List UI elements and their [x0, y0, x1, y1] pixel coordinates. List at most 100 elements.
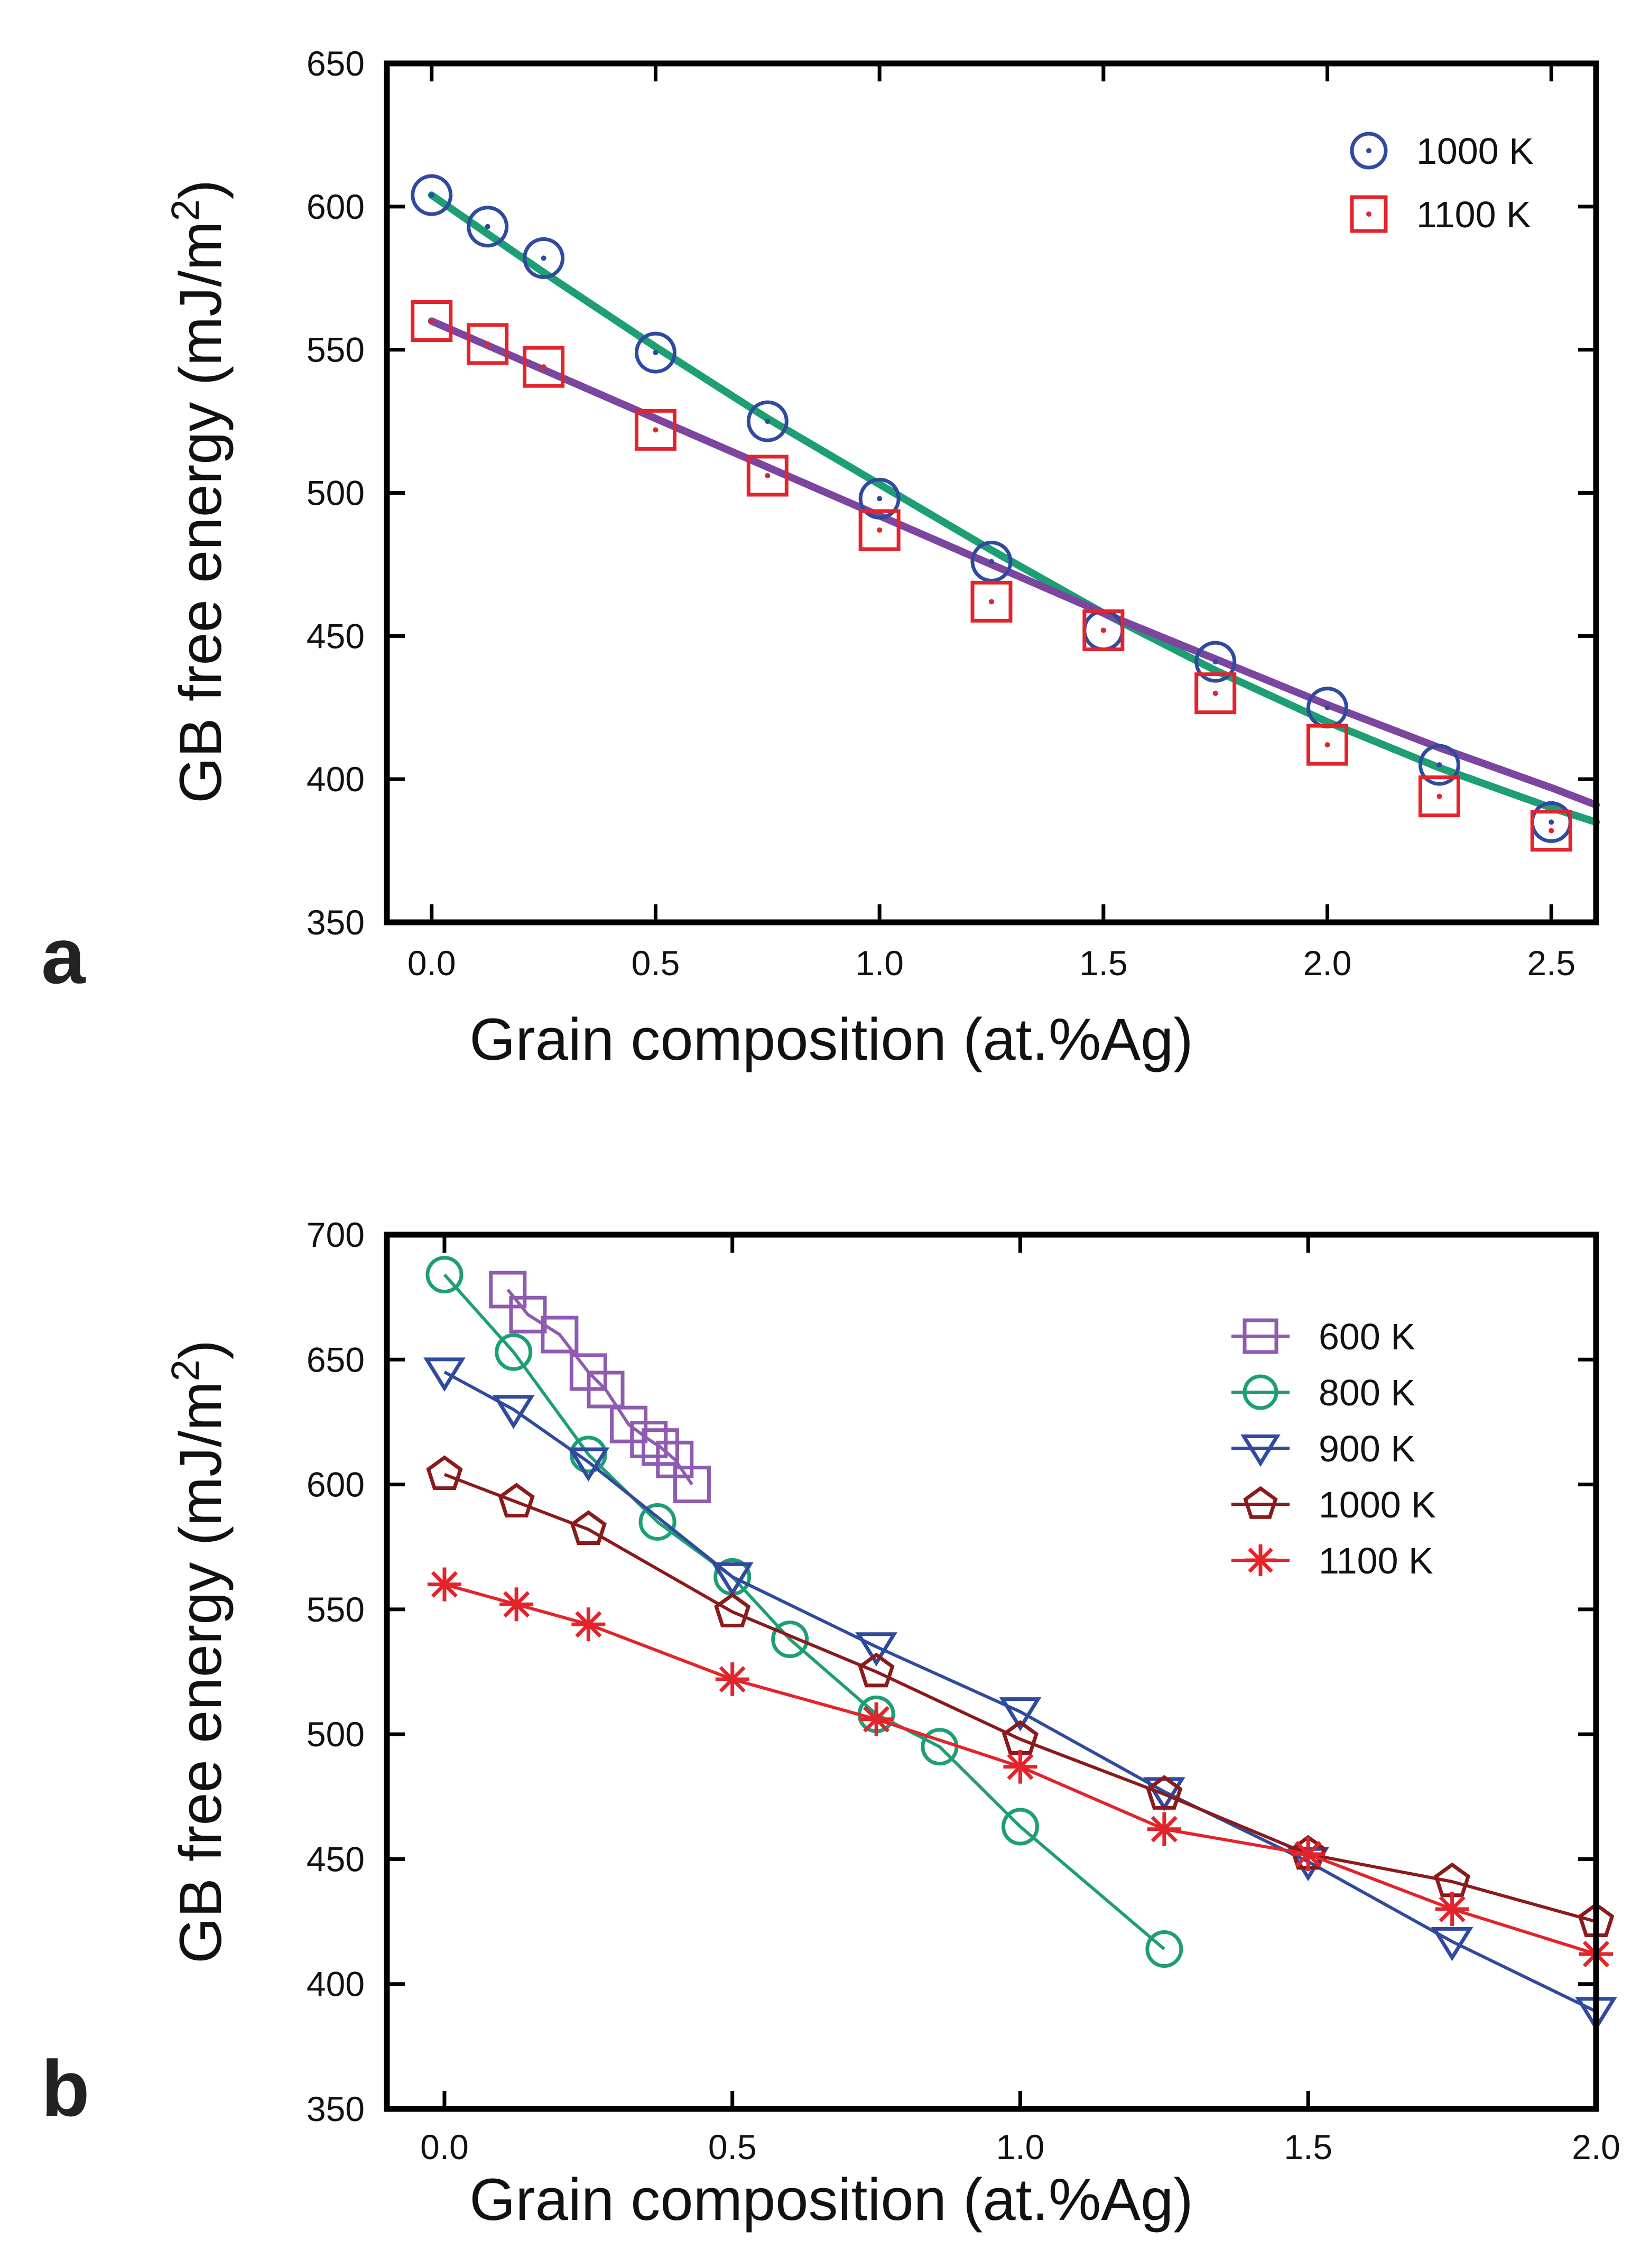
panel-a-data-point-center	[765, 419, 771, 424]
panel-a-data-point-center	[429, 192, 434, 198]
panel-b-data-point	[498, 1483, 535, 1517]
panel-a-data-point-center	[989, 559, 994, 564]
panel-a-x-tick-label: 1.0	[855, 943, 904, 983]
panel-b-data-point	[673, 1466, 711, 1504]
panel-b-data-point	[771, 1621, 809, 1659]
panel-b-series-line	[443, 1273, 1165, 1950]
panel-b-y-tick-label: 650	[307, 1340, 365, 1379]
panel-b-data-point	[571, 1607, 606, 1642]
panel-b-series-600-k	[489, 1271, 711, 1504]
panel-a-data-point	[970, 541, 1013, 582]
panel-a-data-point	[858, 477, 901, 520]
panel-b-data-point	[1001, 1808, 1039, 1846]
panel-a-y-tick-label: 450	[307, 616, 365, 655]
panel-b-data-point-stroke	[1295, 1840, 1322, 1868]
panel-b-label: b	[41, 2044, 90, 2133]
panel-b-data-point	[630, 1421, 668, 1459]
panel-a-y-tick-label: 600	[307, 187, 365, 226]
panel-b-data-point	[1431, 1927, 1473, 1961]
panel-a-data-point	[467, 206, 509, 248]
panel-b-y-tick-label: 500	[307, 1715, 365, 1754]
panel-b-data-point	[714, 1593, 751, 1627]
panel-b-y-tick-label: 400	[307, 1965, 365, 2004]
panel-a-data-point-center	[989, 599, 994, 605]
panel-a-data-point	[1530, 810, 1572, 852]
panel-b-data-point	[859, 1702, 894, 1736]
panel-b-data-point-stroke	[863, 1706, 890, 1733]
panel-b-data-point	[1435, 1892, 1469, 1926]
panel-a-y-tick-label: 350	[307, 903, 365, 942]
panel-b-data-point	[509, 1295, 547, 1334]
panel-b-data-point	[711, 1562, 754, 1597]
panel-b-data-point	[1147, 1812, 1181, 1846]
panel-a-legend-marker	[1350, 132, 1388, 170]
panel-b-chart: b Grain composition (at.%Ag) GB free ene…	[41, 1215, 1620, 2233]
panel-b-legend-label: 1100 K	[1319, 1540, 1433, 1581]
panel-b-data-point	[567, 1447, 610, 1482]
panel-b-x-tick-label: 1.0	[996, 2127, 1045, 2167]
panel-b-data-point	[1003, 1749, 1037, 1784]
panel-a-data-point-center	[1100, 627, 1106, 633]
panel-b-series-line	[443, 1371, 1597, 2013]
panel-a-data-point-center	[485, 224, 490, 229]
panel-b-data-point	[1146, 1775, 1183, 1810]
panel-b-data-point	[610, 1405, 648, 1443]
panel-b-data-point	[425, 1256, 464, 1294]
panel-b-x-tick-label: 0.0	[420, 2127, 469, 2167]
panel-a-data-point	[523, 346, 565, 388]
panel-b-legend-label: 900 K	[1319, 1428, 1415, 1469]
panel-b-data-point-stroke	[1439, 1895, 1466, 1923]
panel-b-y-tick-label: 600	[307, 1465, 365, 1504]
panel-b-data-point-stroke	[1007, 1753, 1034, 1780]
panel-b-series-900-k	[423, 1357, 1617, 2031]
panel-a-legend-marker	[1350, 195, 1388, 233]
panel-b-x-tick-label: 1.5	[1284, 2127, 1332, 2167]
panel-a-data-point-center	[485, 341, 490, 347]
panel-b-series-1100-k	[427, 1567, 1613, 1971]
panel-a-data-point	[1194, 672, 1237, 715]
panel-b-data-point	[499, 1587, 534, 1622]
panel-a-data-point-center	[1324, 705, 1330, 710]
panel-b-data-point	[570, 1510, 607, 1545]
panel-b-series-line	[444, 1582, 1597, 1956]
panel-a-x-tick-label: 2.0	[1303, 943, 1352, 983]
panel-b-data-point	[638, 1503, 676, 1541]
panel-a-data-point	[1418, 775, 1460, 818]
panel-b-plot-frame	[384, 1232, 1599, 2112]
panel-a-y-tick-label: 500	[307, 474, 365, 513]
panel-a-data-point	[858, 509, 901, 551]
panel-b-series-line	[443, 1473, 1597, 1923]
panel-b-legend-marker	[1245, 1544, 1276, 1576]
panel-a-data-point	[970, 580, 1013, 623]
panel-a-data-point-center	[653, 350, 659, 356]
panel-a-data-point	[523, 237, 565, 279]
panel-a-data-point	[467, 323, 509, 365]
panel-b-data-point-stroke	[1151, 1816, 1178, 1843]
panel-a-legend-label: 1100 K	[1416, 194, 1531, 235]
panel-a-data-point-center	[1549, 819, 1554, 825]
panel-a-data-point-center	[1436, 793, 1442, 799]
panel-a-y-axis-title: GB free energy (mJ/m2)	[163, 180, 234, 803]
panel-a-data-point	[411, 174, 453, 216]
panel-b-y-axis-title: GB free energy (mJ/m2)	[163, 1340, 234, 1964]
panel-b-legend-marker	[1243, 1486, 1278, 1519]
panel-b-data-point-stroke	[719, 1666, 746, 1693]
panel-a-data-point	[411, 300, 453, 342]
panel-a-data-point	[1082, 609, 1125, 651]
panel-b-y-tick-label: 450	[307, 1839, 365, 1878]
panel-b-data-point	[999, 1697, 1042, 1732]
panel-a-legend-marker-center	[1366, 148, 1371, 153]
panel-b-legend-marker	[1240, 1434, 1281, 1467]
panel-b-data-point	[492, 1395, 535, 1429]
panel-a-x-axis-title: Grain composition (at.%Ag)	[469, 1006, 1193, 1072]
panel-b-data-point	[426, 1455, 463, 1491]
panel-b-data-point	[489, 1271, 527, 1309]
panel-b-legend-marker	[1243, 1318, 1278, 1354]
panel-b-data-point-stroke	[431, 1571, 458, 1598]
panel-b-data-point	[1145, 1930, 1183, 1968]
panel-b-legend-label: 1000 K	[1319, 1484, 1436, 1525]
panel-b-data-point	[427, 1567, 461, 1602]
panel-a-fit-line	[428, 191, 1600, 826]
